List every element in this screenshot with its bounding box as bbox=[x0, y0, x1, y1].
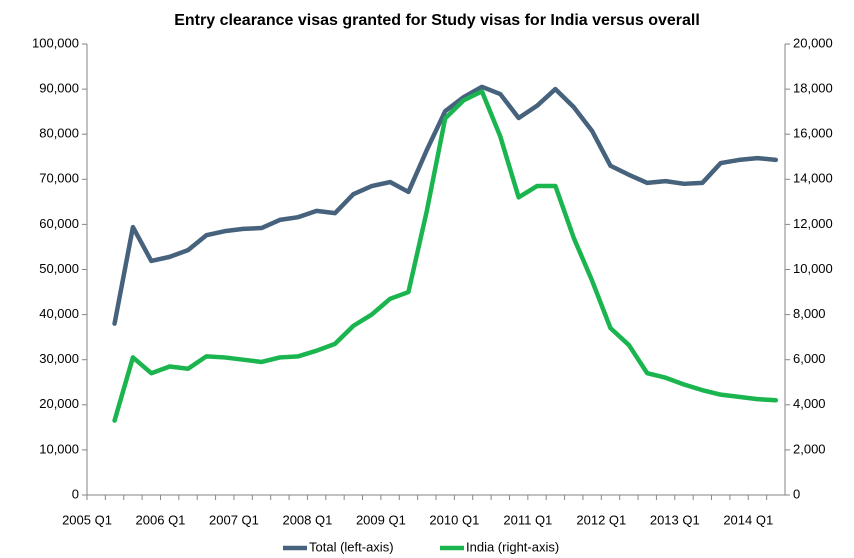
y-tick-label: 70,000 bbox=[39, 171, 79, 186]
legend-label: Total (left-axis) bbox=[309, 539, 394, 554]
x-tick-label: 2014 Q1 bbox=[723, 512, 773, 527]
y-tick-label: 50,000 bbox=[39, 261, 79, 276]
y-tick-label: 0 bbox=[72, 486, 79, 501]
y-tick-label: 10,000 bbox=[39, 441, 79, 456]
y-tick-label: 80,000 bbox=[39, 126, 79, 141]
x-tick-label: 2012 Q1 bbox=[576, 512, 626, 527]
x-tick-label: 2006 Q1 bbox=[136, 512, 186, 527]
x-tick-label: 2010 Q1 bbox=[429, 512, 479, 527]
line-series bbox=[112, 84, 779, 326]
y2-tick-label: 12,000 bbox=[793, 216, 833, 231]
y-tick-label: 30,000 bbox=[39, 351, 79, 366]
y2-tick-label: 16,000 bbox=[793, 126, 833, 141]
y-tick-label: 60,000 bbox=[39, 216, 79, 231]
line-series bbox=[112, 89, 779, 423]
y2-tick-label: 18,000 bbox=[793, 81, 833, 96]
y2-tick-label: 20,000 bbox=[793, 35, 833, 50]
chart-title: Entry clearance visas granted for Study … bbox=[174, 12, 700, 29]
x-tick-label: 2011 Q1 bbox=[503, 512, 552, 527]
y2-tick-label: 0 bbox=[793, 486, 800, 501]
y-tick-label: 40,000 bbox=[39, 306, 79, 321]
x-tick-label: 2009 Q1 bbox=[356, 512, 406, 527]
y2-tick-label: 2,000 bbox=[793, 441, 826, 456]
legend-label: India (right-axis) bbox=[466, 539, 559, 554]
y-tick-label: 90,000 bbox=[39, 81, 79, 96]
y-tick-label: 100,000 bbox=[32, 35, 79, 50]
y2-tick-label: 10,000 bbox=[793, 261, 833, 276]
x-tick-label: 2008 Q1 bbox=[282, 512, 332, 527]
y-tick-label: 20,000 bbox=[39, 396, 79, 411]
x-tick-label: 2007 Q1 bbox=[209, 512, 259, 527]
y2-tick-label: 4,000 bbox=[793, 396, 826, 411]
x-tick-label: 2005 Q1 bbox=[62, 512, 112, 527]
y2-tick-label: 8,000 bbox=[793, 306, 826, 321]
y2-tick-label: 6,000 bbox=[793, 351, 826, 366]
x-tick-label: 2013 Q1 bbox=[650, 512, 700, 527]
y2-tick-label: 14,000 bbox=[793, 171, 833, 186]
